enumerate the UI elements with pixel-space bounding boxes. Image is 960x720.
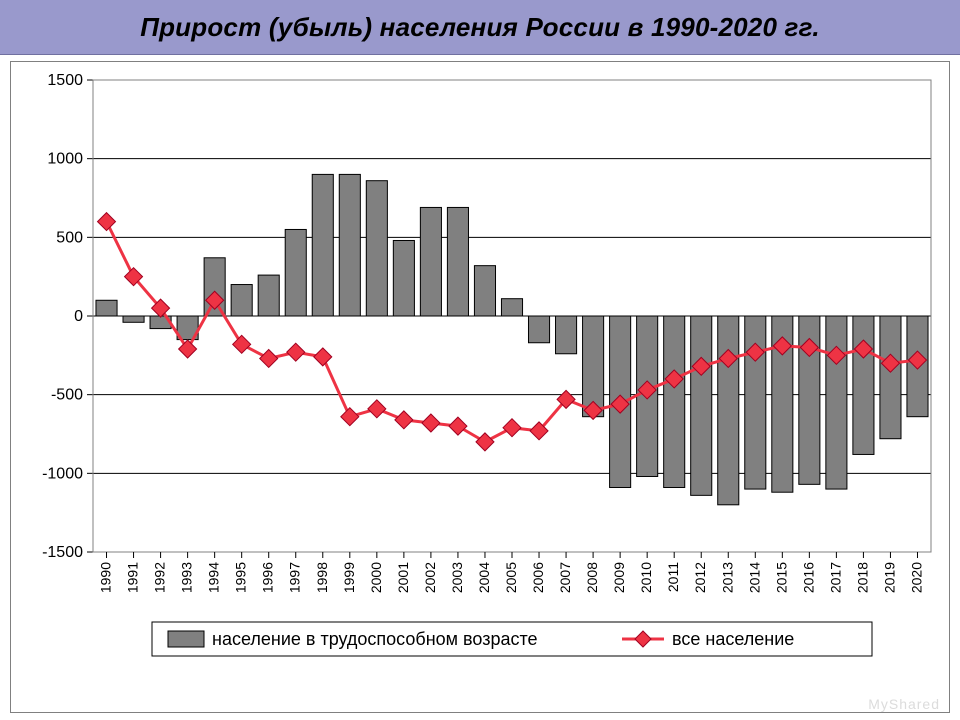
svg-text:2013: 2013 — [719, 562, 735, 593]
svg-text:-1500: -1500 — [42, 544, 83, 561]
svg-text:-500: -500 — [51, 387, 83, 404]
title-bar: Прирост (убыль) населения России в 1990-… — [0, 0, 960, 55]
svg-text:2020: 2020 — [908, 562, 924, 593]
svg-text:1996: 1996 — [260, 562, 276, 593]
svg-text:2007: 2007 — [557, 562, 573, 593]
svg-text:2018: 2018 — [854, 562, 870, 593]
svg-text:2016: 2016 — [800, 562, 816, 593]
svg-text:1998: 1998 — [314, 562, 330, 593]
svg-text:2014: 2014 — [746, 562, 762, 593]
svg-text:1991: 1991 — [125, 562, 141, 593]
svg-text:2008: 2008 — [584, 562, 600, 593]
svg-text:все население: все население — [672, 629, 794, 649]
svg-text:-1000: -1000 — [42, 465, 83, 482]
svg-text:2010: 2010 — [638, 562, 654, 593]
svg-text:1999: 1999 — [341, 562, 357, 593]
svg-text:2011: 2011 — [665, 562, 681, 592]
svg-text:1995: 1995 — [233, 562, 249, 593]
chart-svg: -1500 -1000 -500 0 500 1000 1500 1990 1991 1992 19… — [11, 62, 949, 712]
svg-text:2003: 2003 — [449, 562, 465, 593]
svg-text:2015: 2015 — [773, 562, 789, 593]
svg-text:1990: 1990 — [98, 562, 114, 593]
svg-text:2019: 2019 — [881, 562, 897, 593]
svg-text:население в трудоспособном воз: население в трудоспособном возрасте — [212, 629, 538, 649]
svg-text:2017: 2017 — [827, 562, 843, 593]
svg-text:500: 500 — [56, 229, 83, 246]
svg-text:2012: 2012 — [692, 562, 708, 593]
page-title: Прирост (убыль) населения России в 1990-… — [140, 12, 820, 43]
svg-text:1993: 1993 — [179, 562, 195, 593]
svg-text:2000: 2000 — [368, 562, 384, 593]
svg-text:1994: 1994 — [206, 562, 222, 593]
svg-text:1997: 1997 — [287, 562, 303, 593]
svg-text:2002: 2002 — [422, 562, 438, 593]
svg-text:2004: 2004 — [476, 562, 492, 593]
svg-text:2006: 2006 — [530, 562, 546, 593]
svg-text:1500: 1500 — [47, 72, 83, 89]
svg-text:2009: 2009 — [611, 562, 627, 593]
svg-text:2001: 2001 — [395, 562, 411, 593]
svg-text:1992: 1992 — [152, 562, 168, 593]
svg-text:0: 0 — [74, 308, 83, 325]
svg-text:2005: 2005 — [503, 562, 519, 593]
chart-frame: -1500 -1000 -500 0 500 1000 1500 1990 1991 1992 19… — [10, 61, 950, 713]
svg-text:1000: 1000 — [47, 151, 83, 168]
